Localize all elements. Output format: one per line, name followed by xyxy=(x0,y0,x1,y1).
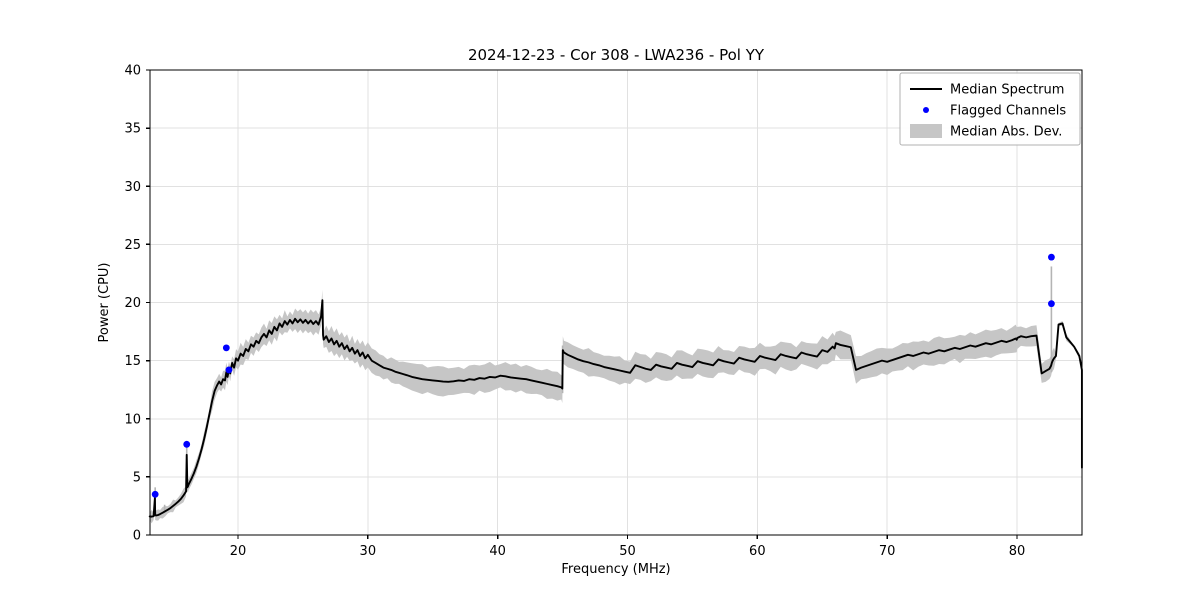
x-tick-label: 60 xyxy=(749,544,766,559)
y-tick-label: 35 xyxy=(124,122,141,137)
mad-band-area xyxy=(149,289,1082,524)
legend-dot-swatch xyxy=(923,107,929,113)
y-tick-label: 20 xyxy=(124,296,141,311)
x-tick-label: 80 xyxy=(1009,544,1026,559)
y-tick-label: 15 xyxy=(124,354,141,369)
x-tick-label: 40 xyxy=(489,544,506,559)
x-tick-label: 20 xyxy=(230,544,247,559)
legend-band-swatch xyxy=(910,124,942,138)
x-tick-label: 50 xyxy=(619,544,636,559)
legend-item-label: Flagged Channels xyxy=(950,104,1066,119)
flagged-channel-points xyxy=(151,253,1055,498)
y-tick-label: 0 xyxy=(133,529,141,544)
legend-item[interactable]: Median Abs. Dev. xyxy=(910,124,1062,140)
y-axis-label: Power (CPU) xyxy=(97,262,112,342)
chart-legend[interactable]: Median Spectrum Flagged Channels Median Ab… xyxy=(899,72,1081,146)
page-title: 2024-12-23 - Cor 308 - LWA236 - Pol YY xyxy=(468,46,765,64)
x-axis-label: Frequency (MHz) xyxy=(561,562,670,577)
legend-item-label: Median Abs. Dev. xyxy=(950,125,1062,140)
y-tick-label: 10 xyxy=(124,412,141,427)
y-tick-label: 5 xyxy=(133,470,141,485)
legend-item[interactable]: Flagged Channels xyxy=(923,104,1066,119)
y-tick-label: 30 xyxy=(124,180,141,195)
x-tick-label: 70 xyxy=(879,544,896,559)
legend-item[interactable]: Median Spectrum xyxy=(910,83,1064,98)
legend-item-label: Median Spectrum xyxy=(950,83,1064,98)
y-tick-label: 25 xyxy=(124,238,141,253)
y-tick-label: 40 xyxy=(124,64,141,79)
x-tick-label: 30 xyxy=(360,544,377,559)
median-spectrum-line xyxy=(148,299,1083,518)
axis-ticks: 0 5 10 15 20 25 30 35 40 20 30 40 50 60 70 80 xyxy=(124,64,1025,560)
